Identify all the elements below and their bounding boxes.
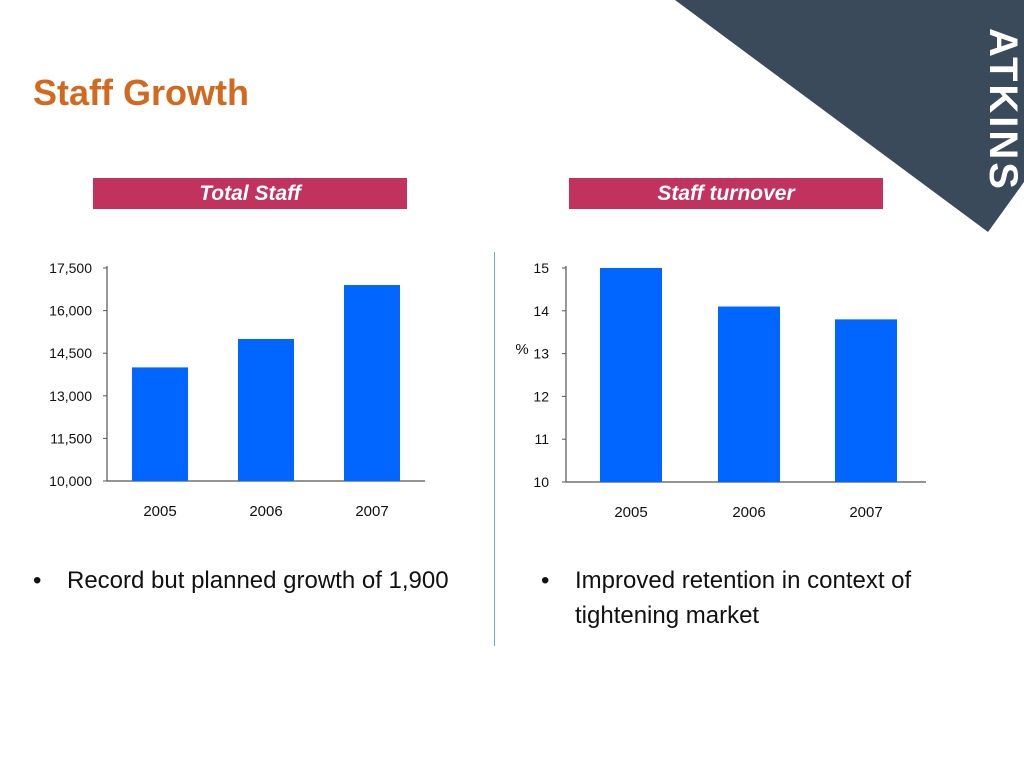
bar-2007 [344,285,400,481]
y-axis-label: % [515,341,528,358]
chart-title-total-staff: Total Staff [93,178,407,209]
chart-divider [494,252,495,646]
bar-2006 [718,306,780,482]
bar-2007 [835,319,897,482]
slide-title: Staff Growth [33,72,249,113]
bar-2006 [238,339,294,481]
x-tick-label: 2007 [849,504,882,521]
x-tick-label: 2005 [143,503,176,520]
bar-2005 [600,268,662,482]
y-tick-label: 14,500 [49,345,92,361]
y-tick-label: 15 [533,260,549,276]
chart-staff-turnover: 10 11 12 13 14 15 2005 2006 2007% [515,260,926,521]
bullet-right: • Improved retention in context of tight… [541,563,995,633]
y-tick-label: 12 [533,388,549,404]
y-tick-label: 11 [534,431,549,447]
x-tick-label: 2006 [732,504,765,521]
y-tick-label: 11,500 [50,430,92,446]
chart-total-staff: 10,000 11,500 13,000 14,500 16,000 17,500 2005… [49,260,425,520]
x-tick-label: 2005 [614,504,647,521]
x-tick-label: 2006 [249,503,282,520]
bullet-left: • Record but planned growth of 1,900 [33,563,457,598]
chart-title-staff-turnover: Staff turnover [569,178,883,209]
y-tick-label: 13,000 [49,388,92,404]
y-tick-label: 17,500 [49,260,92,276]
y-tick-label: 16,000 [49,303,92,319]
y-tick-label: 14 [533,303,549,319]
bullet-marker: • [33,567,42,594]
x-tick-label: 2007 [355,503,388,520]
bar-2005 [132,367,188,481]
y-tick-label: 13 [533,346,549,362]
bullet-text: Improved retention in context of tighten… [575,567,912,629]
y-tick-label: 10,000 [49,473,92,489]
y-tick-label: 10 [533,474,549,490]
bullet-marker: • [541,567,550,594]
bullet-text: Record but planned growth of 1,900 [67,567,449,594]
